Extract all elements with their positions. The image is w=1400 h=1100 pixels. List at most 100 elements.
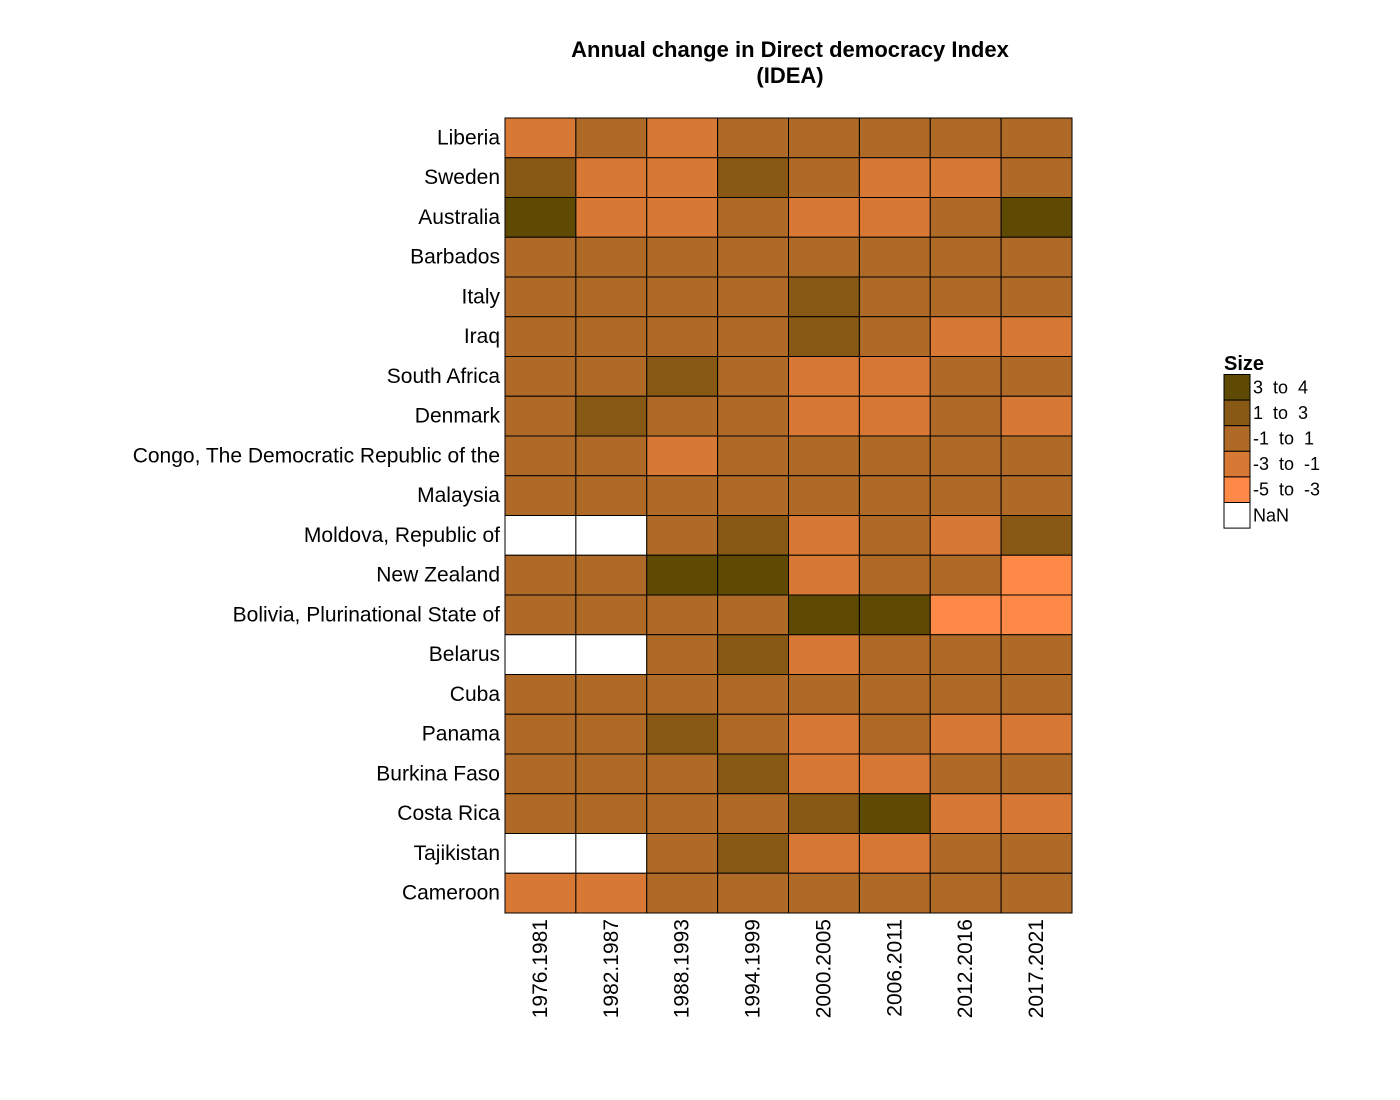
heatmap-cell: [788, 197, 860, 238]
heatmap-cell: [717, 872, 790, 914]
heatmap-cell: [1000, 872, 1073, 914]
row-label: Barbados: [410, 246, 500, 269]
heatmap-cell: [788, 316, 860, 357]
heatmap-cell: [929, 356, 1002, 397]
heatmap-cell: [646, 236, 719, 278]
heatmap-cell: [929, 872, 1002, 914]
heatmap-cell: [717, 197, 790, 238]
heatmap-cell: [717, 753, 790, 795]
heatmap-cell: [929, 713, 1002, 755]
row-label: New Zealand: [376, 564, 500, 587]
heatmap-cell: [646, 833, 719, 874]
heatmap-cell: [858, 833, 931, 874]
heatmap-cell: [929, 157, 1002, 198]
heatmap-cell: [717, 793, 790, 834]
heatmap-cell: [788, 674, 860, 715]
heatmap-cell: [717, 634, 790, 675]
heatmap-cell: [858, 475, 931, 516]
heatmap-cell: [858, 713, 931, 755]
heatmap-cell: [504, 872, 577, 914]
row-label: Cuba: [450, 683, 501, 706]
column-labels: 1976.1981 1982.1987 1988.1993 1994.1999 2000…: [529, 919, 1048, 1018]
heatmap-cell: [929, 435, 1002, 477]
legend-key: [1223, 450, 1251, 478]
heatmap-cell: [575, 515, 648, 556]
legend-key: [1223, 399, 1251, 427]
heatmap-cell: [717, 475, 790, 516]
heatmap-cell: [646, 117, 719, 159]
heatmap-cell: [929, 793, 1002, 834]
heatmap-cell: [929, 674, 1002, 715]
legend-key: [1223, 374, 1251, 401]
row-label: Liberia: [437, 126, 500, 149]
heatmap-border: [504, 117, 1073, 914]
heatmap-cell: [504, 515, 577, 556]
heatmap-cell: [858, 753, 931, 795]
row-label: Denmark: [415, 405, 501, 428]
heatmap-cell: [929, 833, 1002, 874]
row-labels: Liberia Sweden Australia Barbados Italy Iraq S…: [133, 126, 501, 904]
heatmap-cell: [858, 674, 931, 715]
row-label: Panama: [422, 723, 501, 746]
heatmap-cell: [929, 594, 1002, 636]
heatmap-cell: [788, 236, 860, 278]
heatmap-cell: [1000, 276, 1073, 318]
heatmap-cell: [717, 276, 790, 318]
heatmap-cell: [929, 117, 1002, 159]
heatmap-cell: [788, 833, 860, 874]
heatmap-cell: [504, 197, 577, 238]
heatmap-cell: [858, 316, 931, 357]
heatmap-cell: [1000, 713, 1073, 755]
heatmap-cell: [717, 435, 790, 477]
heatmap-cell: [1000, 634, 1073, 675]
heatmap-cell: [1000, 356, 1073, 397]
heatmap-cell: [504, 236, 577, 278]
heatmap-cell: [858, 117, 931, 159]
column-label: 1994.1999: [742, 919, 765, 1018]
heatmap-cell: [858, 157, 931, 198]
heatmap-cell: [858, 515, 931, 556]
heatmap-cell: [575, 157, 648, 198]
heatmap-cell: [1000, 793, 1073, 834]
row-label: Italy: [461, 285, 500, 308]
heatmap-cell: [858, 793, 931, 834]
heatmap-cell: [717, 236, 790, 278]
legend-title: Size: [1224, 353, 1264, 375]
heatmap-cell: [788, 872, 860, 914]
heatmap-cell: [717, 833, 790, 874]
heatmap-cell: [504, 833, 577, 874]
legend: Size 3 to 4 1 to 3 -1 to 1 -3 to -1 -5 to -3…: [1223, 353, 1320, 529]
heatmap-cell: [929, 236, 1002, 278]
heatmap-cell: [575, 435, 648, 477]
heatmap-cell: [788, 594, 860, 636]
heatmap-cell: [575, 554, 648, 596]
heatmap-cell: [646, 554, 719, 596]
row-label: Australia: [418, 206, 500, 229]
heatmap-cell: [717, 356, 790, 397]
heatmap-cell: [646, 793, 719, 834]
heatmap-cell: [504, 157, 577, 198]
heatmap-cell: [788, 753, 860, 795]
row-label: Congo, The Democratic Republic of the: [133, 444, 500, 467]
row-label: Bolivia, Plurinational State of: [233, 603, 500, 626]
legend-label: 3 to 4: [1253, 377, 1308, 397]
heatmap-cell: [646, 276, 719, 318]
heatmap-cell: [646, 634, 719, 675]
heatmap-cell: [788, 435, 860, 477]
legend-key: [1223, 425, 1251, 452]
heatmap-cell: [717, 554, 790, 596]
heatmap-cell: [575, 395, 648, 437]
heatmap-cell: [1000, 833, 1073, 874]
heatmap-cell: [929, 515, 1002, 556]
legend-label: -5 to -3: [1253, 480, 1320, 500]
heatmap-cell: [646, 197, 719, 238]
heatmap-cell: [646, 674, 719, 715]
heatmap-cell: [929, 395, 1002, 437]
column-label: 2000.2005: [812, 919, 835, 1018]
heatmap-cell: [717, 515, 790, 556]
heatmap-cell: [575, 117, 648, 159]
heatmap-cell: [788, 793, 860, 834]
heatmap-cell: [788, 554, 860, 596]
heatmap-cell: [717, 316, 790, 357]
heatmap-cells: [504, 117, 1073, 914]
